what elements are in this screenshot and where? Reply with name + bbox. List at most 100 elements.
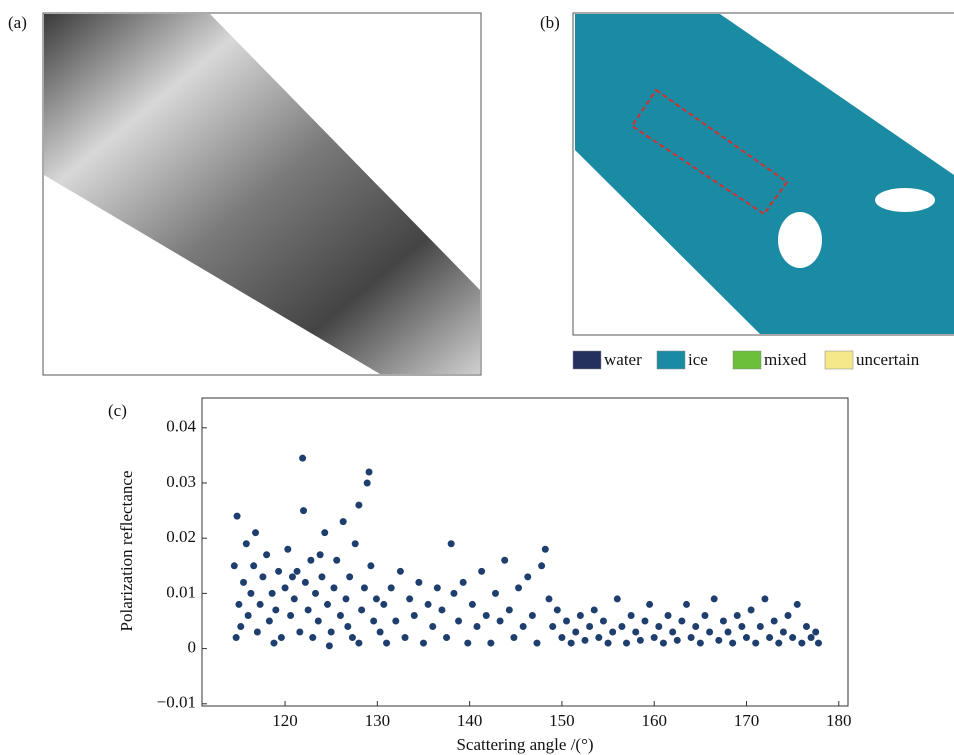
point — [344, 623, 352, 631]
x-tick-label: 170 — [734, 711, 760, 730]
point — [581, 636, 589, 644]
point — [491, 589, 499, 597]
point — [365, 468, 373, 476]
region-box — [630, 88, 789, 216]
point — [363, 479, 371, 487]
point — [742, 634, 750, 642]
point — [752, 639, 760, 647]
point — [814, 639, 822, 647]
point — [618, 623, 626, 631]
point — [259, 573, 267, 581]
point — [761, 595, 769, 603]
point — [715, 636, 723, 644]
legend: water ice mixed uncertain — [572, 350, 920, 370]
point — [627, 611, 635, 619]
x-tick-label: 140 — [457, 711, 483, 730]
y-tick-label: 0.01 — [166, 582, 196, 601]
point — [793, 600, 801, 608]
point — [576, 611, 584, 619]
point — [659, 639, 667, 647]
point — [415, 578, 423, 586]
point — [468, 600, 476, 608]
x-tick-label: 180 — [826, 711, 852, 730]
point — [372, 595, 380, 603]
classification-map — [575, 14, 954, 334]
point — [464, 639, 472, 647]
point — [424, 600, 432, 608]
point — [447, 540, 455, 548]
point — [304, 606, 312, 614]
point — [706, 628, 714, 636]
legend-label: mixed — [764, 350, 807, 369]
point — [646, 600, 654, 608]
point — [455, 617, 463, 625]
x-tick-label: 160 — [641, 711, 667, 730]
point — [541, 545, 549, 553]
scatter-chart: (c) Scattering angle /(°) Polarization r… — [108, 397, 852, 754]
y-tick-label: 0.04 — [166, 417, 196, 436]
point — [687, 634, 695, 642]
clear-area — [875, 188, 935, 212]
panel-label: (b) — [540, 13, 560, 32]
point — [650, 634, 658, 642]
point — [275, 567, 283, 575]
point — [307, 556, 315, 564]
point — [355, 639, 363, 647]
point — [775, 639, 783, 647]
panel-label: (a) — [8, 13, 27, 32]
point — [678, 617, 686, 625]
point — [438, 606, 446, 614]
point — [268, 589, 276, 597]
point — [496, 617, 504, 625]
point — [348, 634, 356, 642]
point — [351, 540, 359, 548]
y-axis-label: Polarization reflectance — [117, 471, 136, 632]
point — [558, 634, 566, 642]
point — [358, 606, 366, 614]
legend-label: uncertain — [856, 350, 920, 369]
y-tick-label: 0.02 — [166, 527, 196, 546]
x-axis-label: Scattering angle /(°) — [456, 735, 593, 754]
point — [636, 636, 644, 644]
point — [387, 584, 395, 592]
point — [232, 634, 240, 642]
point — [419, 639, 427, 647]
point — [669, 628, 677, 636]
point — [632, 628, 640, 636]
legend-swatch — [732, 350, 762, 370]
y-tick-label: 0 — [188, 638, 197, 657]
point — [299, 454, 307, 462]
point — [272, 606, 280, 614]
point — [655, 623, 663, 631]
point — [318, 573, 326, 581]
point — [333, 556, 341, 564]
point — [533, 639, 541, 647]
point — [330, 584, 338, 592]
point — [812, 628, 820, 636]
point — [396, 567, 404, 575]
point — [738, 623, 746, 631]
point — [524, 573, 532, 581]
point — [281, 584, 289, 592]
point — [336, 611, 344, 619]
point — [230, 562, 238, 570]
point — [784, 611, 792, 619]
point — [296, 628, 304, 636]
point — [563, 617, 571, 625]
point — [487, 639, 495, 647]
point — [309, 634, 317, 642]
point — [256, 600, 264, 608]
point — [242, 540, 250, 548]
point — [545, 595, 553, 603]
point — [339, 518, 347, 526]
point — [482, 611, 490, 619]
legend-swatch — [572, 350, 602, 370]
point — [253, 628, 261, 636]
point — [710, 595, 718, 603]
point — [519, 623, 527, 631]
point — [383, 639, 391, 647]
point — [284, 545, 292, 553]
point — [429, 623, 437, 631]
point — [515, 584, 523, 592]
